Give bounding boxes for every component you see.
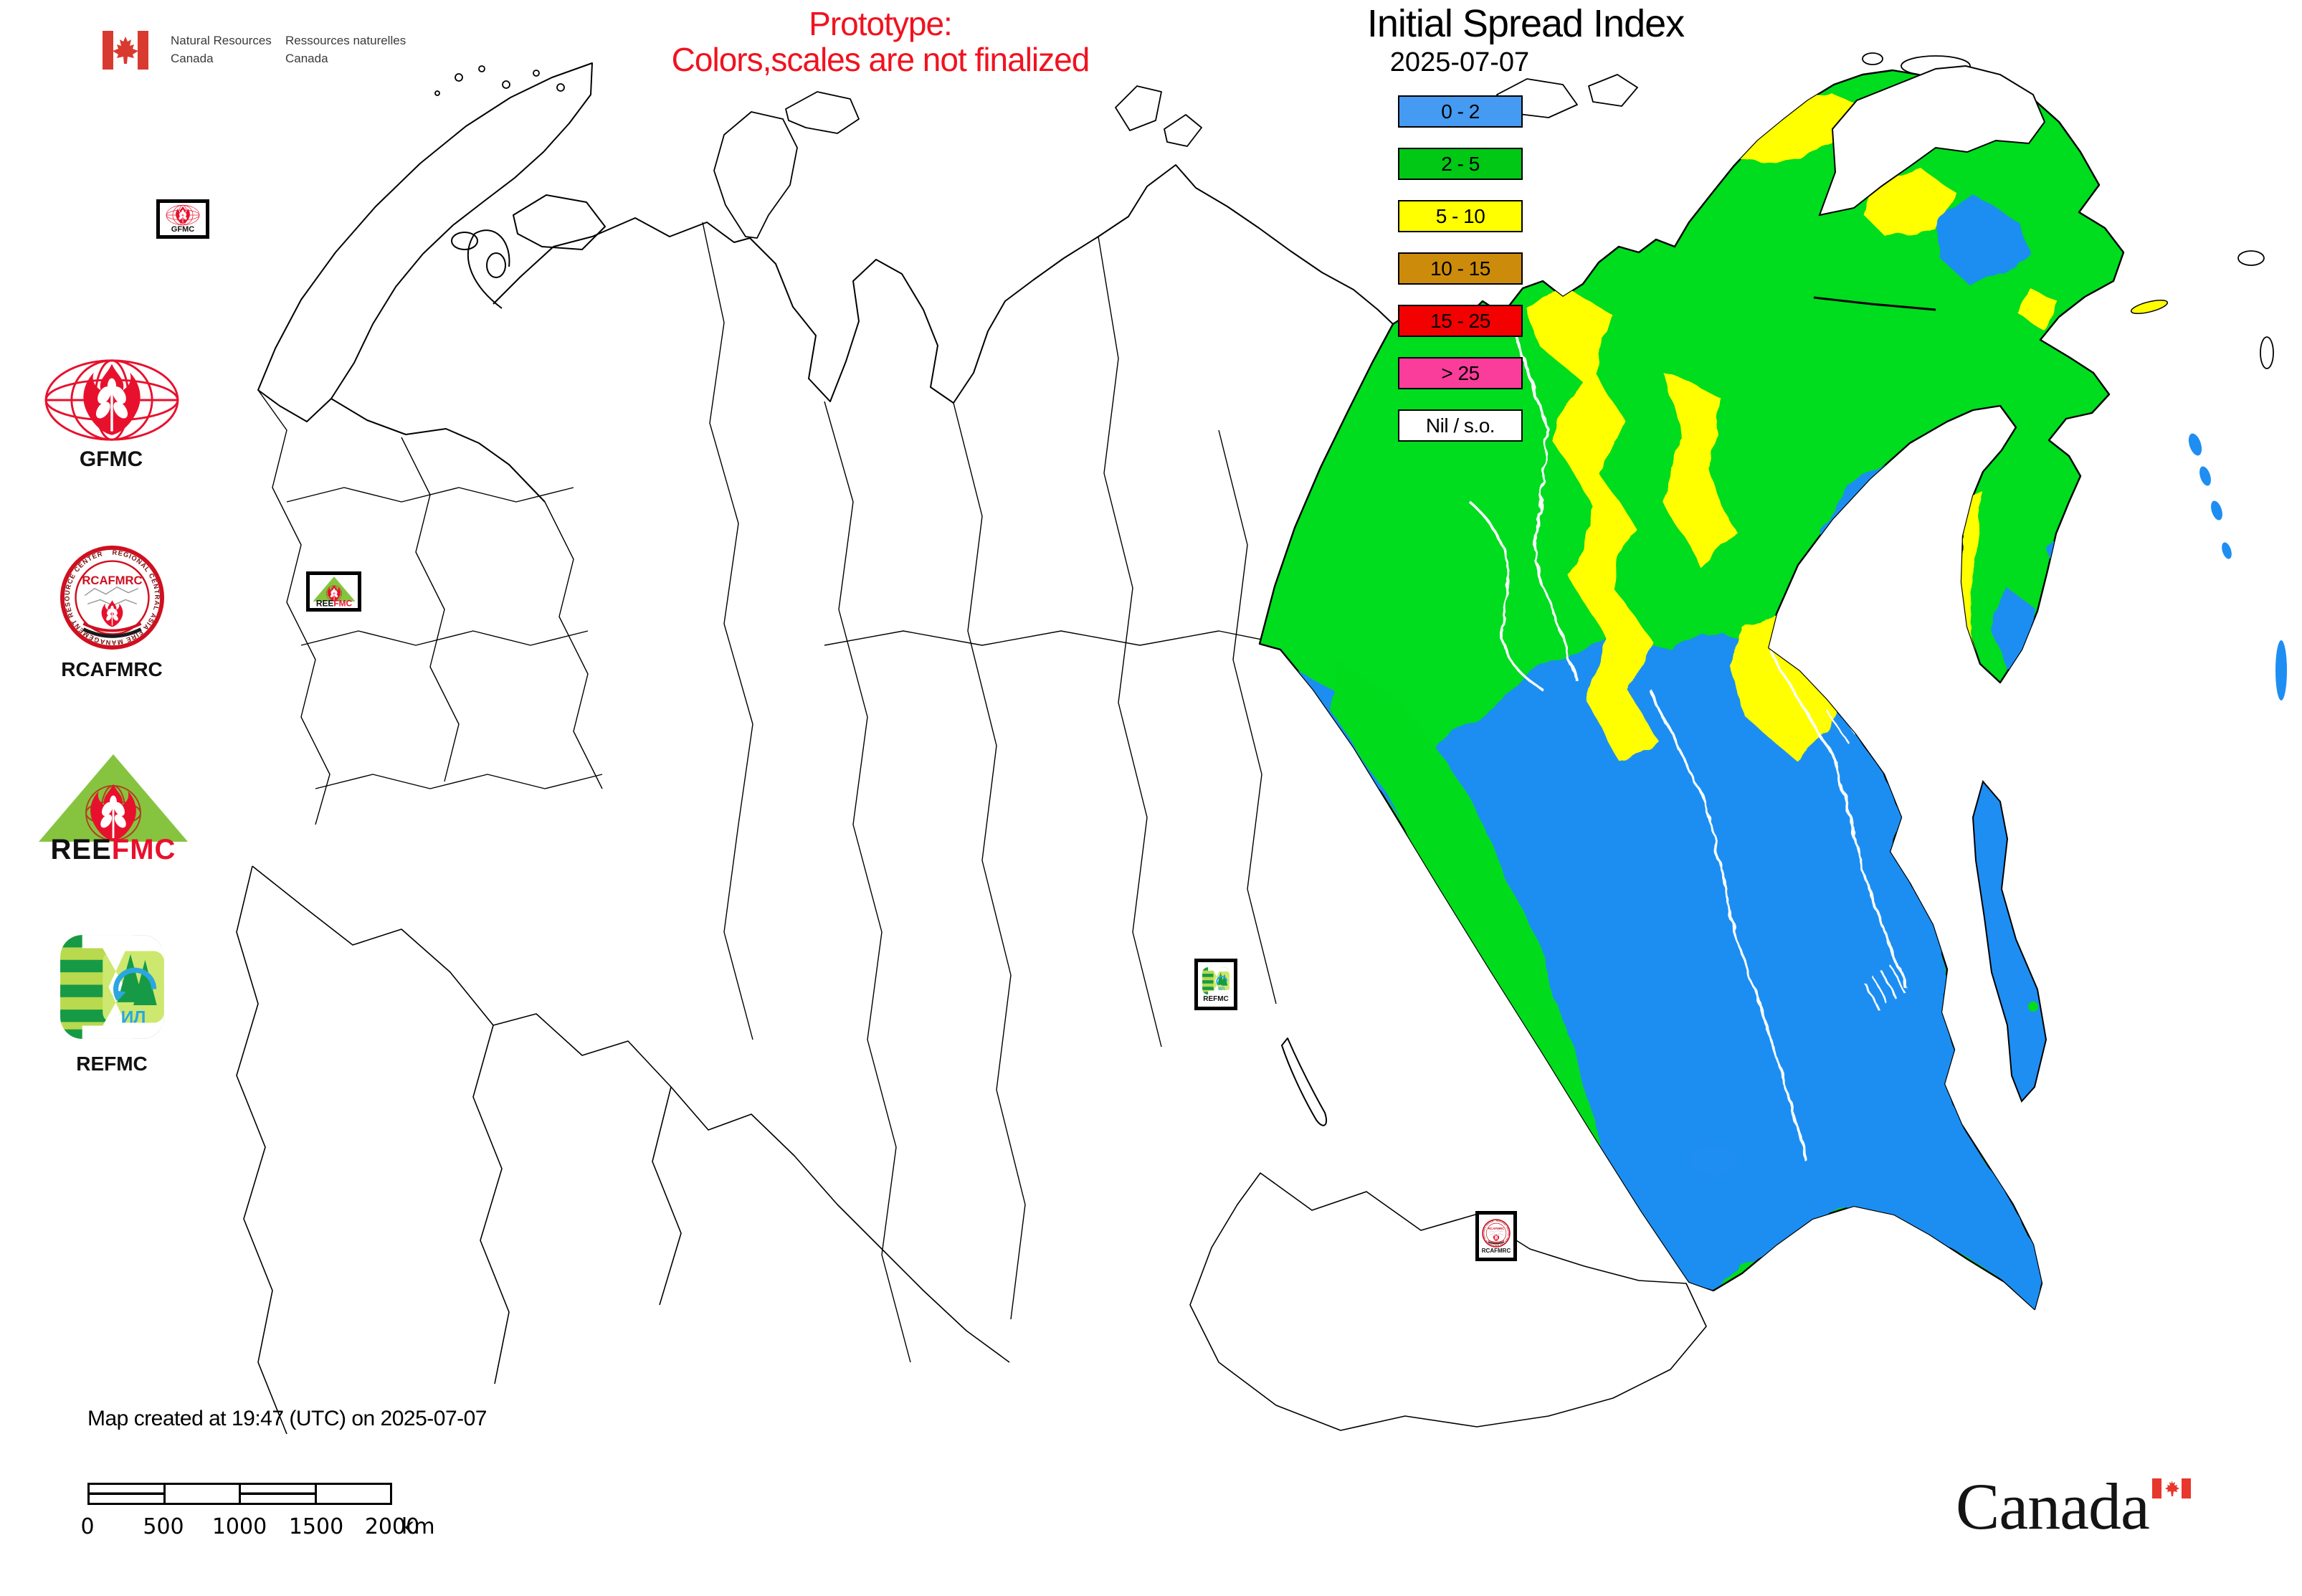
isi-data-region [1258, 65, 2287, 1311]
gfmc-logo [42, 357, 182, 443]
scale-tick-1000: 1000 [211, 1514, 267, 1539]
nrcan-en-line2: Canada [171, 52, 214, 65]
legend-label: 2 - 5 [1441, 152, 1480, 175]
legend-label: > 25 [1441, 361, 1480, 384]
island-specks [1689, 299, 2287, 1174]
scale-segment [239, 1485, 315, 1503]
legend-label: 15 - 25 [1430, 309, 1490, 332]
svg-text:REEFMC: REEFMC [315, 599, 352, 607]
nrcan-fr-line2: Canada [285, 52, 328, 65]
reefmc-logo: REEFMC [34, 751, 192, 863]
base-outlines [236, 52, 2274, 1435]
map-date: 2025-07-07 [1389, 47, 1530, 77]
rcafmrc-map-marker: RCAFMRC [1475, 1211, 1517, 1261]
reefmc-marker-icon: REEFMC [311, 576, 357, 607]
refmc-label: REFMC [76, 1053, 148, 1075]
rcafmrc-logo [60, 545, 165, 650]
reefmc-label-red: FMC [112, 834, 176, 863]
legend-item-gt25: > 25 [1398, 357, 1523, 389]
scale-tick-1500: 1500 [288, 1514, 344, 1539]
prototype-warning: Prototype: Colors,scales are not finaliz… [629, 6, 1131, 77]
refmc-marker-icon [1202, 966, 1230, 995]
scale-tick-500: 500 [143, 1514, 184, 1539]
rcafmrc-marker-icon [1482, 1219, 1511, 1248]
prototype-warning-line1: Prototype: [809, 5, 953, 42]
map-created-text: Map created at 19:47 (UTC) on 2025-07-07 [87, 1407, 487, 1430]
reefmc-label-black: REE [51, 834, 112, 863]
nrcan-fr-line1: Ressources naturelles [285, 34, 406, 47]
sakhalin-island [1972, 779, 2047, 1103]
scale-segment [163, 1485, 239, 1503]
gfmc-label: GFMC [79, 447, 143, 471]
refmc-marker-label: REFMC [1203, 994, 1229, 1003]
gfmc-marker-label: GFMC [171, 225, 195, 234]
scale-bar [87, 1483, 392, 1505]
scale-segment [90, 1485, 163, 1503]
rcafmrc-marker-label: RCAFMRC [1481, 1247, 1511, 1254]
page-title: Initial Spread Index [1366, 2, 1685, 45]
gfmc-marker-icon [164, 204, 201, 226]
canada-flag-icon [103, 31, 148, 70]
legend: 0 - 2 2 - 5 5 - 10 10 - 15 15 - 25 > 25 … [1398, 95, 1523, 462]
legend-label: 5 - 10 [1435, 204, 1485, 227]
canada-wordmark-flag-icon [2152, 1478, 2191, 1498]
svg-text:REEFMC: REEFMC [51, 834, 176, 863]
reefmc-marker-label-red: FMC [333, 599, 352, 607]
nrcan-en-line1: Natural Resources [171, 34, 272, 47]
reefmc-map-marker: REEFMC [306, 571, 361, 612]
legend-item-10-15: 10 - 15 [1398, 252, 1523, 285]
reefmc-marker-label-black: REE [315, 599, 333, 607]
legend-item-5-10: 5 - 10 [1398, 200, 1523, 232]
rcafmrc-label: RCAFMRC [61, 658, 163, 680]
canada-wordmark: Canada [1956, 1470, 2150, 1543]
scale-tick-2000: 2000 [364, 1514, 420, 1539]
scale-segment [314, 1485, 391, 1503]
legend-item-2-5: 2 - 5 [1398, 148, 1523, 180]
legend-label: 0 - 2 [1441, 100, 1480, 123]
legend-item-nil: Nil / s.o. [1398, 409, 1523, 442]
nrcan-title-fr: Ressources naturelles Canada [285, 32, 406, 67]
gfmc-map-marker: GFMC [156, 199, 209, 239]
prototype-warning-line2: Colors,scales are not finalized [671, 41, 1090, 78]
chukotka-nodata-tip [1818, 65, 2046, 217]
scale-unit: km [401, 1514, 435, 1539]
isi-yellow-layer [1527, 90, 2058, 1262]
legend-label: Nil / s.o. [1425, 414, 1495, 437]
scale-tick-0: 0 [80, 1514, 95, 1539]
legend-label: 10 - 15 [1430, 257, 1490, 280]
legend-item-15-25: 15 - 25 [1398, 305, 1523, 337]
refmc-map-marker: REFMC [1194, 959, 1237, 1010]
nrcan-title-en: Natural Resources Canada [171, 32, 272, 67]
legend-item-0-2: 0 - 2 [1398, 95, 1523, 128]
refmc-logo [57, 932, 167, 1042]
